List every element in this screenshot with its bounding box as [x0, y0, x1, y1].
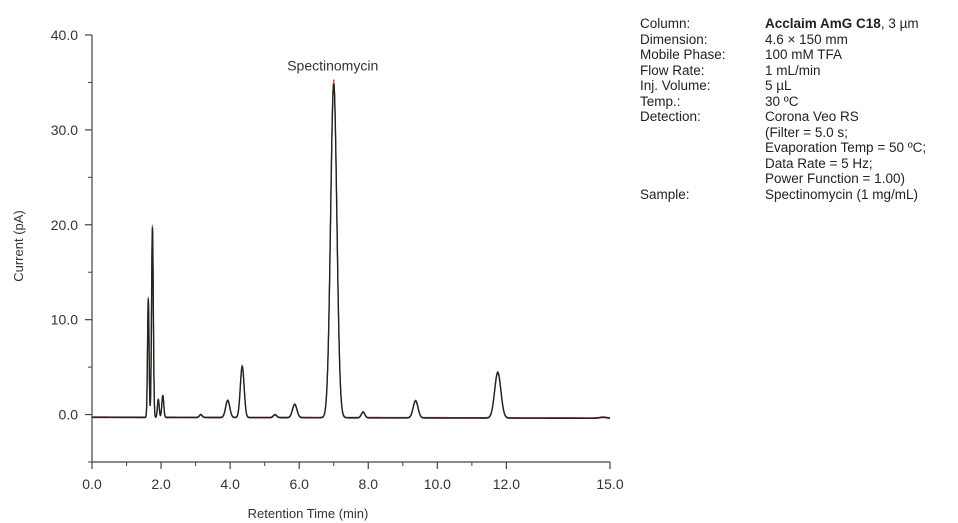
condition-value-line: 100 mM TFA — [765, 47, 843, 62]
condition-value-line: Corona Veo RS — [765, 109, 859, 124]
x-tick-label-3: 6.0 — [289, 476, 309, 492]
chromatogram-trace-2 — [91, 81, 611, 420]
y-tick-label-4: 40.0 — [51, 27, 78, 43]
condition-value: 5 µL — [765, 78, 958, 94]
x-tick-label-1: 2.0 — [151, 476, 171, 492]
condition-row: Detection: Corona Veo RS (Filter = 5.0 s; E… — [640, 109, 958, 187]
condition-row: Column: Acclaim AmG C18, 3 µm — [640, 16, 958, 32]
chart-axes: 0.0 2.0 4.0 6.0 8.0 10.0 12.0 15.0 0.0 10.0 20.0 30… — [51, 27, 624, 492]
condition-row: Dimension: 4.6 × 150 mm — [640, 32, 958, 48]
chromatogram-trace-1 — [91, 84, 611, 419]
y-tick-label-3: 30.0 — [51, 122, 78, 138]
condition-value: Spectinomycin (1 mg/mL) — [765, 187, 958, 203]
condition-value: 1 mL/min — [765, 63, 958, 79]
condition-value: Acclaim AmG C18, 3 µm — [765, 16, 958, 32]
condition-value-line: 30 ºC — [765, 93, 799, 109]
chromatogram-trace-0 — [91, 79, 611, 419]
x-tick-label-6: 12.0 — [493, 476, 520, 492]
condition-label: Inj. Volume: — [640, 78, 711, 93]
condition-value-line: 1 mL/min — [765, 62, 821, 78]
condition-value: 30 ºC — [765, 94, 958, 110]
condition-row: Mobile Phase: 100 mM TFA — [640, 47, 958, 63]
chromatogram-trace-3 — [91, 83, 611, 420]
condition-label: Dimension: — [640, 31, 708, 47]
x-tick-label-4: 8.0 — [359, 476, 379, 492]
condition-value-line: Evaporation Temp = 50 ºC; — [765, 140, 927, 155]
condition-value-line: Power Function = 1.00) — [765, 171, 905, 186]
chromatogram-chart: 0.0 2.0 4.0 6.0 8.0 10.0 12.0 15.0 0.0 10.0 20.0 30… — [11, 27, 624, 521]
condition-label: Column: — [640, 16, 691, 31]
x-tick-label-0: 0.0 — [82, 476, 102, 492]
condition-value: 100 mM TFA — [765, 47, 958, 63]
condition-label: Flow Rate: — [640, 62, 705, 78]
chromatogram-traces — [91, 79, 611, 420]
y-tick-label-1: 10.0 — [51, 312, 78, 328]
y-tick-label-0: 0.0 — [59, 407, 79, 423]
x-axis-label: Retention Time (min) — [248, 506, 369, 521]
condition-value-line: Acclaim AmG C18, 3 µm — [765, 16, 919, 31]
condition-value-line: Spectinomycin (1 mg/mL) — [765, 186, 919, 202]
peak-label-spectinomycin: Spectinomycin — [287, 57, 378, 73]
chromatography-conditions: Column: Acclaim AmG C18, 3 µm Dimension: 4.… — [640, 16, 958, 202]
x-tick-label-7: 15.0 — [596, 476, 623, 492]
y-tick-label-2: 20.0 — [51, 217, 78, 233]
condition-value-line: 5 µL — [765, 78, 792, 93]
condition-label: Temp.: — [640, 93, 681, 109]
x-tick-label-2: 4.0 — [220, 476, 240, 492]
condition-row: Sample: Spectinomycin (1 mg/mL) — [640, 187, 958, 203]
condition-row: Inj. Volume: 5 µL — [640, 78, 958, 94]
condition-value-bold: Acclaim AmG C18 — [765, 16, 881, 31]
condition-label: Detection: — [640, 109, 701, 124]
condition-row: Temp.: 30 ºC — [640, 94, 958, 110]
condition-value-line: Data Rate = 5 Hz; — [765, 155, 873, 171]
condition-label: Mobile Phase: — [640, 47, 726, 62]
x-tick-label-5: 10.0 — [424, 476, 451, 492]
condition-value-line: 4.6 × 150 mm — [765, 31, 848, 47]
y-axis-label: Current (pA) — [11, 210, 26, 282]
condition-row: Flow Rate: 1 mL/min — [640, 63, 958, 79]
condition-value: Corona Veo RS (Filter = 5.0 s; Evaporation… — [765, 109, 958, 187]
condition-label: Sample: — [640, 186, 690, 202]
condition-value-line: (Filter = 5.0 s; — [765, 124, 848, 140]
condition-value: 4.6 × 150 mm — [765, 32, 958, 48]
